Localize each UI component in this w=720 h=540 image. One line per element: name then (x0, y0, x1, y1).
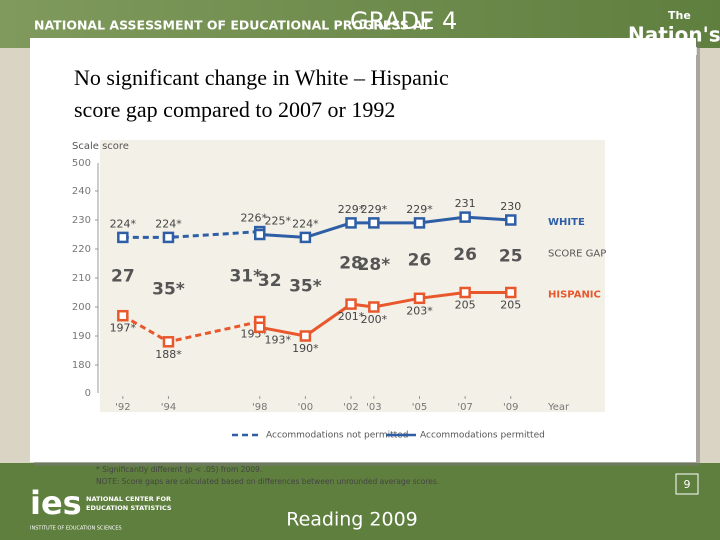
point-marker (505, 214, 517, 226)
value-label: 224* (292, 217, 319, 230)
value-label: 188* (155, 348, 182, 361)
y-tick-label: 200 (72, 302, 91, 313)
footer-logo: ies (30, 484, 82, 522)
gap-label: 26 (408, 251, 432, 271)
value-label: 230 (500, 200, 521, 213)
value-label: 226* (240, 212, 267, 225)
title-line: No significant change in White – Hispani… (74, 65, 449, 90)
y-tick-label: 240 (72, 186, 91, 197)
value-label: 231 (455, 197, 476, 210)
point-marker (162, 231, 175, 244)
x-tick-label: '02 (343, 402, 358, 413)
x-tick-label: '00 (298, 402, 313, 413)
point-marker (117, 231, 129, 244)
point-marker (368, 217, 380, 229)
point-marker (413, 292, 426, 305)
point-marker (459, 211, 471, 223)
value-label: 200* (361, 313, 388, 326)
x-tick-label: '07 (457, 402, 472, 413)
footer-title: Reading 2009 (286, 509, 418, 531)
gap-label: 35* (152, 280, 185, 300)
y-tick-label: 190 (72, 331, 91, 342)
gap-label: 26 (453, 245, 477, 265)
series-name: HISPANIC (548, 290, 601, 301)
footer-institute: INSTITUTE OF EDUCATION SCIENCES (30, 526, 122, 532)
title-line: score gap compared to 2007 or 1992 (74, 97, 395, 122)
gap-label: 25 (499, 246, 523, 266)
point-marker (253, 228, 266, 241)
x-tick-label: '94 (161, 402, 176, 413)
legend-label: Accommodations permitted (420, 431, 545, 441)
x-tick-label: '09 (503, 402, 518, 413)
y-tick-label: 0 (85, 388, 91, 399)
x-tick-label: '03 (366, 402, 381, 413)
value-label: 201* (338, 310, 365, 323)
point-marker (505, 286, 517, 299)
header-text: NATIONAL ASSESSMENT OF EDUCATIONAL PROGR… (34, 18, 431, 33)
point-marker (413, 217, 426, 229)
page-number: 9 (684, 478, 691, 491)
gap-label: 27 (111, 267, 135, 287)
value-label: 190* (292, 342, 319, 355)
footer-band (0, 463, 720, 540)
point-marker (299, 231, 312, 244)
x-tick-label: '98 (252, 402, 267, 413)
y-axis-title: Scale score (72, 141, 129, 152)
y-tick-label: 230 (72, 215, 91, 226)
point-marker (459, 286, 471, 299)
logo-report-card: Report Card (632, 45, 698, 58)
value-label: 203* (406, 304, 433, 317)
point-marker (299, 330, 312, 342)
page-number-box (675, 473, 699, 495)
x-tick-label: '05 (412, 402, 427, 413)
value-label: 229* (361, 203, 388, 216)
logo-nations: Nation's (628, 23, 720, 47)
footer-org: NATIONAL CENTER FOR (86, 495, 171, 503)
y-tick-label: 500 (72, 158, 91, 169)
value-label: 205 (500, 299, 521, 312)
gap-label: 31* (229, 267, 262, 287)
value-label: 197* (110, 322, 137, 335)
legend-label: Accommodations not permitted (266, 431, 408, 441)
point-marker (345, 298, 357, 310)
gap-label: 28* (358, 255, 391, 275)
x-tick-label: '92 (115, 402, 130, 413)
grade: GRADE 4 (350, 7, 457, 35)
y-tick-label: 210 (72, 273, 91, 284)
value-label: 225* (264, 215, 291, 228)
x-axis-title: Year (547, 402, 570, 413)
point-marker (253, 321, 266, 334)
value-label: 224* (155, 217, 182, 230)
point-marker (345, 217, 357, 229)
gap-label: 28 (339, 254, 363, 274)
point-marker (117, 309, 129, 322)
logo-the: The (668, 9, 691, 22)
y-tick-label: 180 (72, 360, 91, 371)
value-label: 193* (264, 333, 291, 346)
point-marker (162, 336, 175, 348)
series-name: WHITE (548, 217, 585, 228)
footnote: * Significantly different (p < .05) from… (96, 465, 262, 474)
value-label: 229* (338, 203, 365, 216)
footer-org: EDUCATION STATISTICS (86, 504, 172, 512)
value-label: 224* (110, 217, 137, 230)
gap-label: 32 (258, 271, 282, 291)
value-label: 205 (455, 299, 476, 312)
y-tick-label: 220 (72, 244, 91, 255)
footnote: NOTE: Score gaps are calculated based on… (96, 477, 439, 486)
value-label: 229* (406, 203, 433, 216)
point-marker (368, 301, 380, 313)
chart-background (100, 140, 605, 412)
gap-name: SCORE GAP (548, 248, 606, 259)
gap-label: 35* (289, 277, 322, 297)
